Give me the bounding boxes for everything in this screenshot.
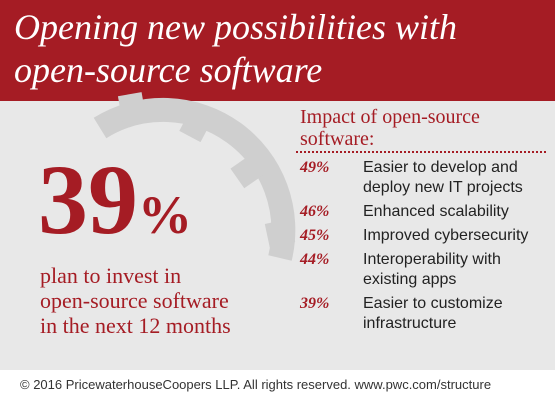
impact-label-line-2: infrastructure <box>363 315 457 332</box>
impact-label-line-1: Improved cybersecurity <box>363 227 529 244</box>
headline-stat-value: 39 <box>38 144 138 255</box>
footer: © 2016 PricewaterhouseCoopers LLP. All r… <box>0 370 555 400</box>
impact-list-item: 46% Enhanced scalability <box>300 202 550 222</box>
caption-line-3: in the next 12 months <box>40 313 231 338</box>
impact-label-line-1: Easier to customize <box>363 295 503 312</box>
impact-label-line-2: existing apps <box>363 271 457 288</box>
gear-shape <box>93 92 296 261</box>
impact-percentage: 46% <box>300 203 330 220</box>
impact-percentage: 44% <box>300 251 330 268</box>
impact-percentage: 39% <box>300 295 330 312</box>
impact-percentage: 45% <box>300 227 330 244</box>
impact-percentage: 49% <box>300 159 330 176</box>
impact-heading: Impact of open-source software: <box>300 106 550 150</box>
header-banner: Opening new possibilities with open-sour… <box>0 0 555 101</box>
impact-heading-line-1: Impact of open-source <box>300 106 480 128</box>
headline-stat: 39% <box>38 150 192 250</box>
headline-stat-caption: plan to invest in open-source software i… <box>40 263 300 338</box>
impact-label-line-1: Enhanced scalability <box>363 203 509 220</box>
impact-list-item: 39% Easier to customize infrastructure <box>300 294 550 334</box>
headline-stat-unit: % <box>138 185 192 245</box>
impact-list-item: 45% Improved cybersecurity <box>300 226 550 246</box>
page-title: Opening new possibilities with open-sour… <box>14 6 544 92</box>
impact-label: Easier to customize infrastructure <box>363 294 503 334</box>
caption-line-2: open-source software <box>40 288 229 313</box>
impact-heading-line-2: software: <box>300 128 375 150</box>
dotted-divider <box>296 151 546 153</box>
impact-label: Improved cybersecurity <box>363 226 528 246</box>
title-line-1: Opening new possibilities with <box>14 7 458 47</box>
gear-icon <box>93 92 296 261</box>
impact-label-line-1: Interoperability with <box>363 251 501 268</box>
impact-list: 49% Easier to develop and deploy new IT pr… <box>300 158 550 334</box>
caption-line-1: plan to invest in <box>40 263 182 288</box>
title-line-2: open-source software <box>14 50 323 90</box>
impact-label: Interoperability with existing apps <box>363 250 501 290</box>
impact-label: Easier to develop and deploy new IT proje… <box>363 158 523 198</box>
copyright-text: © 2016 PricewaterhouseCoopers LLP. All r… <box>20 377 492 392</box>
impact-label: Enhanced scalability <box>363 202 509 222</box>
impact-label-line-1: Easier to develop and <box>363 159 518 176</box>
impact-label-line-2: deploy new IT projects <box>363 179 523 196</box>
impact-list-item: 44% Interoperability with existing apps <box>300 250 550 290</box>
impact-list-item: 49% Easier to develop and deploy new IT pr… <box>300 158 550 198</box>
